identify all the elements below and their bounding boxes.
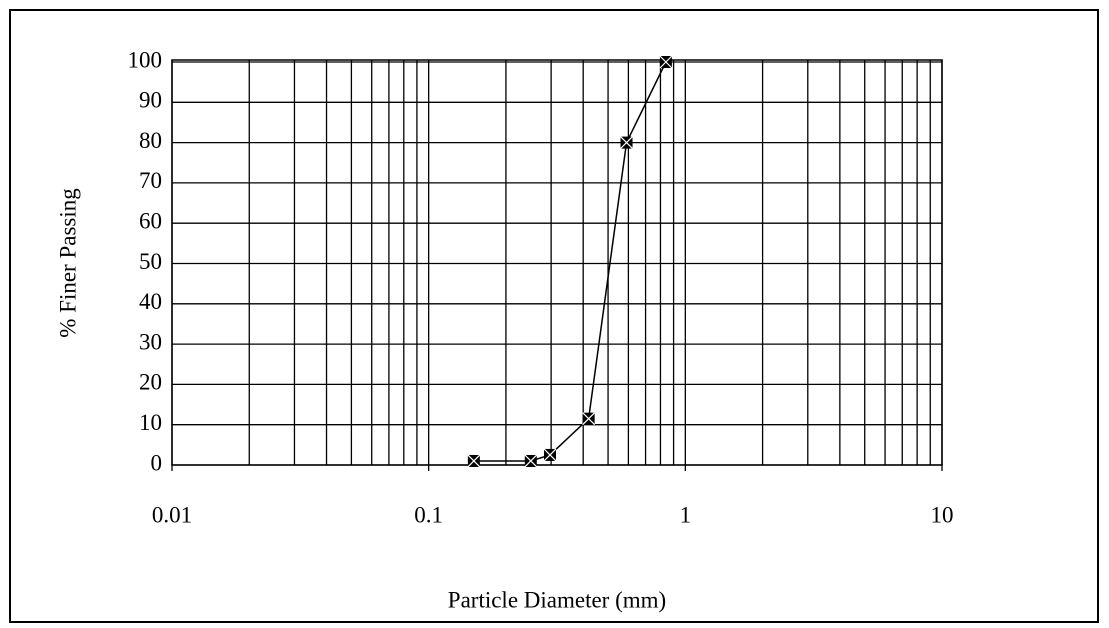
y-tick-label: 40 xyxy=(139,289,162,314)
y-tick-label: 70 xyxy=(139,168,162,193)
y-tick-label: 30 xyxy=(139,329,162,354)
y-tick-label: 100 xyxy=(128,47,163,72)
y-tick-label: 80 xyxy=(139,128,162,153)
plot-border xyxy=(171,59,943,466)
y-tick-label: 50 xyxy=(139,249,162,274)
x-tick-label: 0.01 xyxy=(152,502,192,527)
marker xyxy=(543,448,557,462)
y-tick-label: 10 xyxy=(139,410,162,435)
y-axis-title: % Finer Passing xyxy=(55,188,80,338)
y-tick-label: 20 xyxy=(139,370,162,395)
x-tick-label: 1 xyxy=(680,502,692,527)
x-tick-label: 0.1 xyxy=(414,502,443,527)
marker xyxy=(582,412,596,426)
x-axis-title: Particle Diameter (mm) xyxy=(448,587,666,612)
y-tick-label: 60 xyxy=(139,208,162,233)
marker xyxy=(467,454,481,468)
marker xyxy=(524,454,538,468)
y-tick-label: 0 xyxy=(151,450,163,475)
marker xyxy=(659,55,673,69)
y-tick-label: 90 xyxy=(139,88,162,113)
series-line xyxy=(473,61,667,462)
frame xyxy=(9,9,1099,623)
marker xyxy=(620,136,633,150)
x-tick-label: 10 xyxy=(931,502,954,527)
